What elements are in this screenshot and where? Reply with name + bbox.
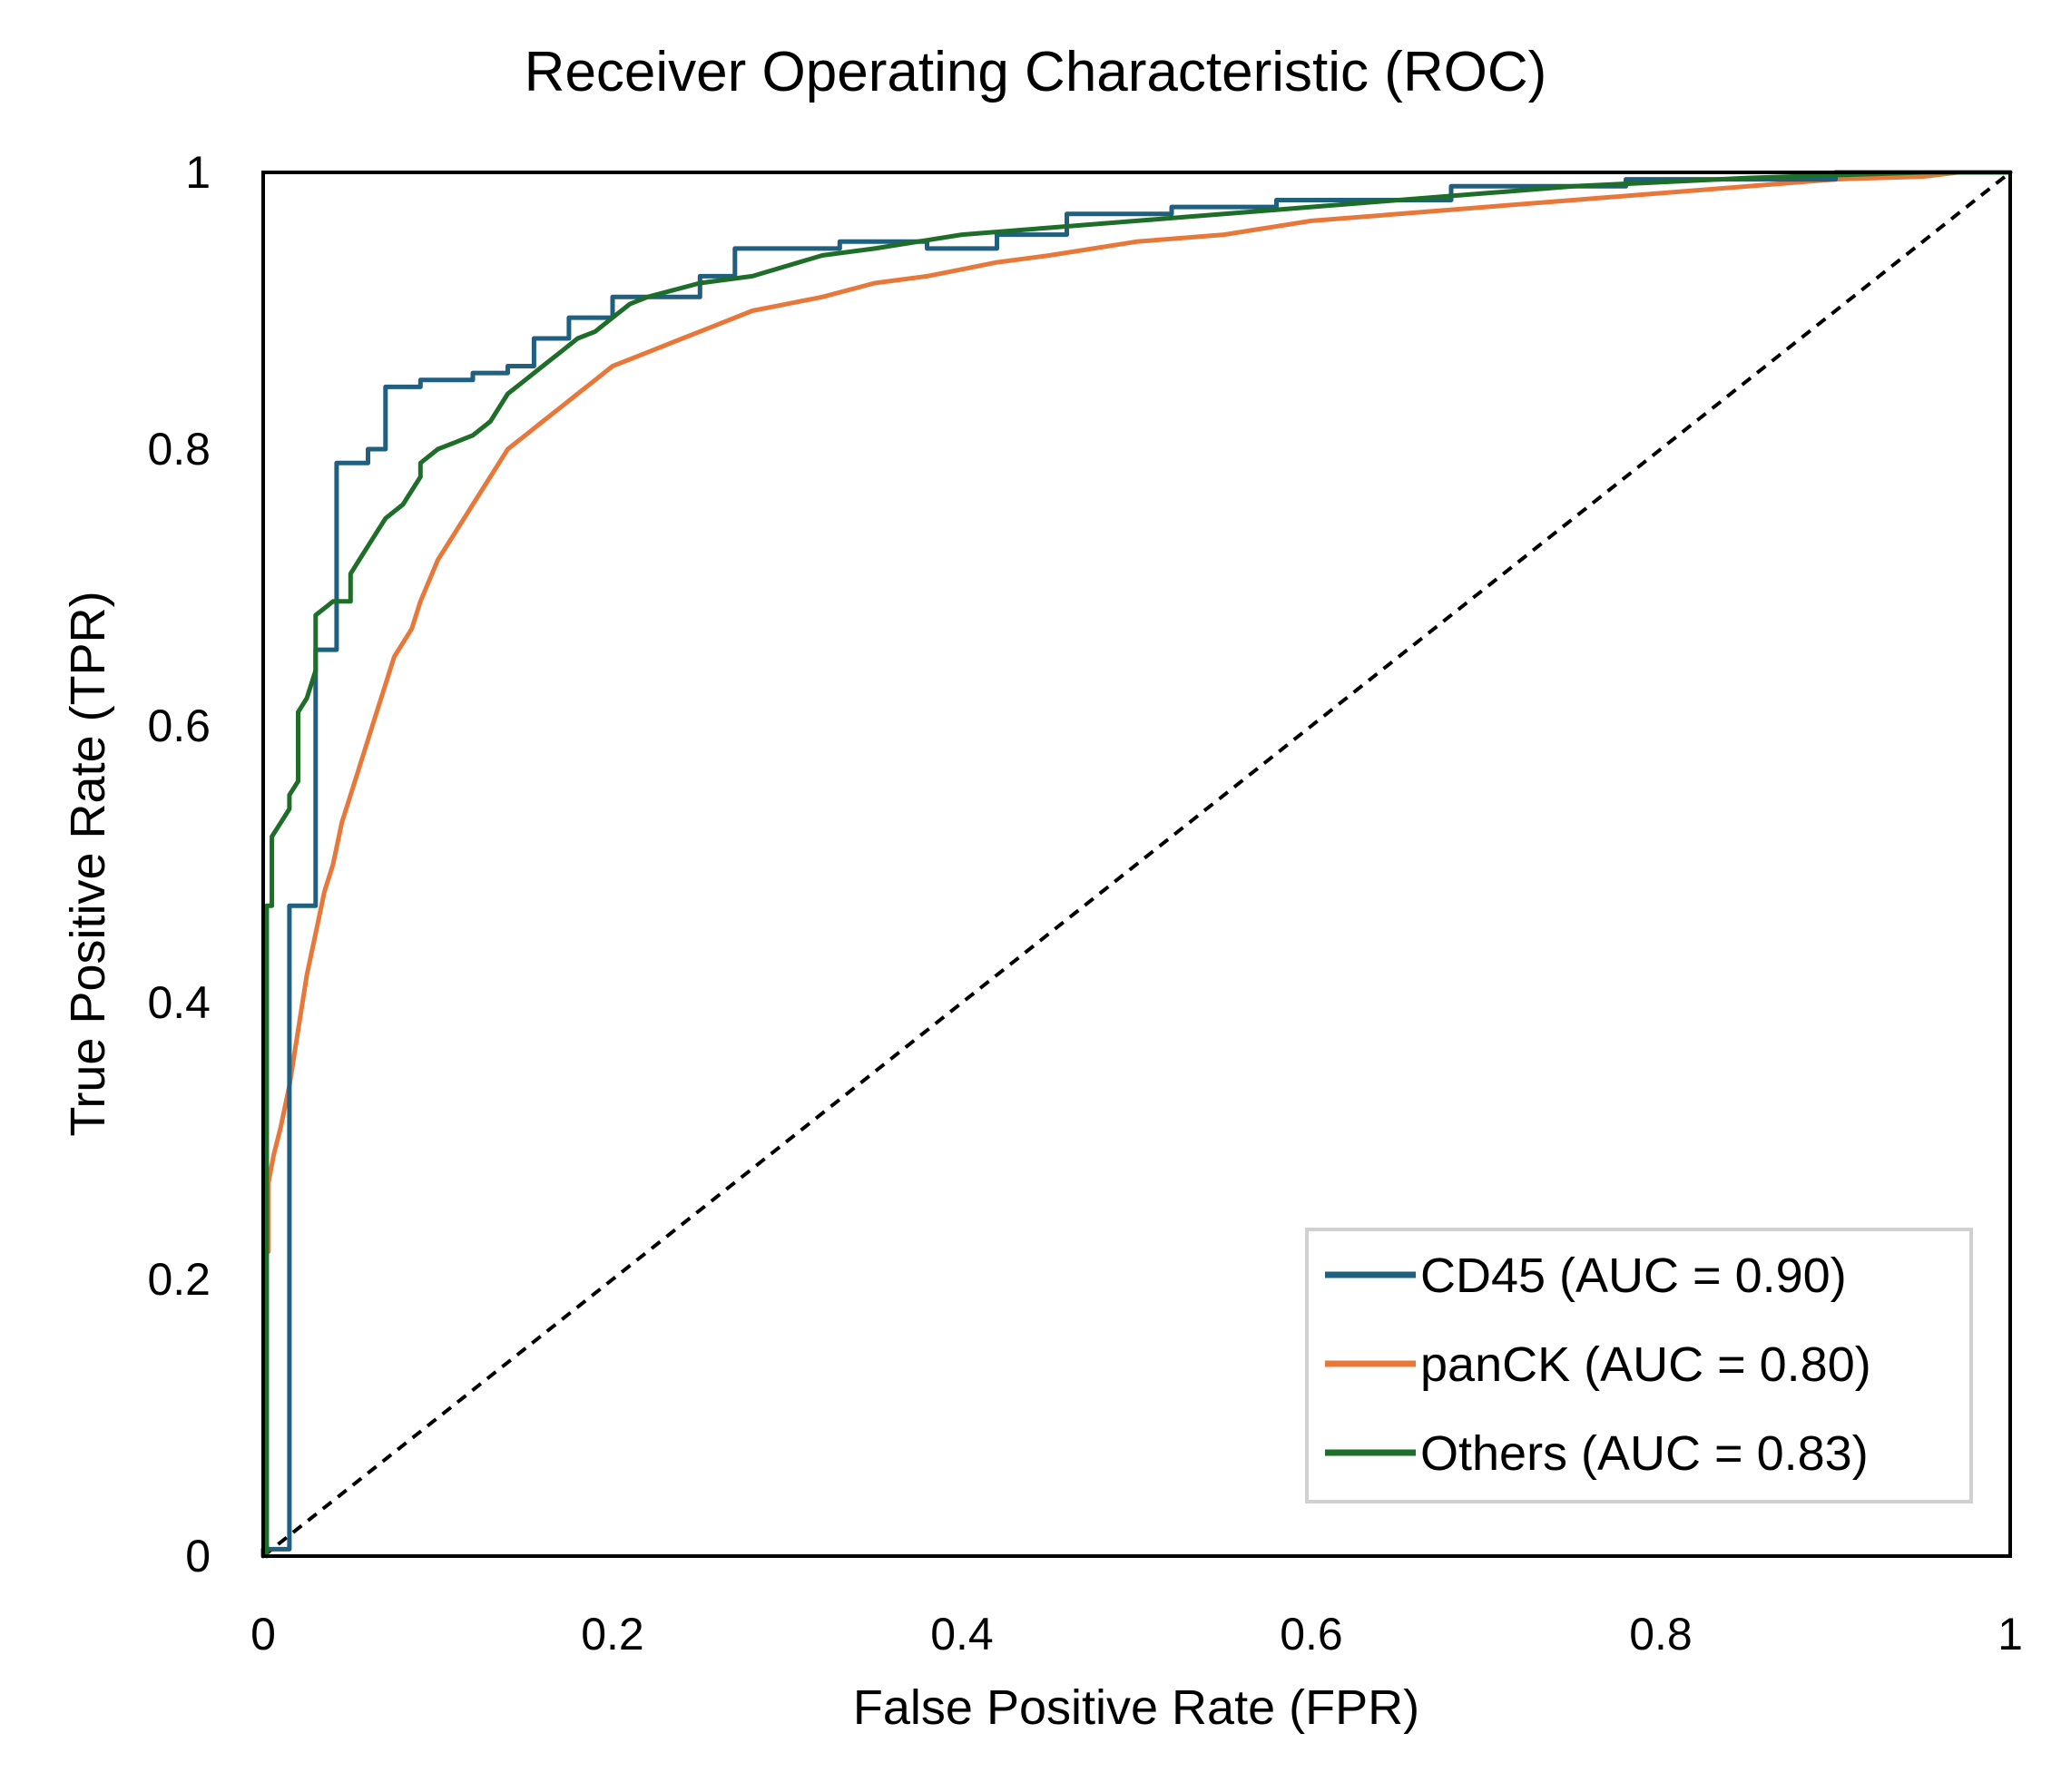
x-tick-label: 0.6 xyxy=(1280,1609,1343,1660)
x-axis-label: False Positive Rate (FPR) xyxy=(853,1680,1419,1735)
legend-entries: CD45 (AUC = 0.90) panCK (AUC = 0.80) Other… xyxy=(1325,1249,1871,1481)
y-tick-label: 0.6 xyxy=(147,700,211,751)
x-tick-label: 1 xyxy=(1997,1609,2023,1660)
legend-item: panCK (AUC = 0.80) xyxy=(1325,1337,1871,1392)
legend-label: Others (AUC = 0.83) xyxy=(1420,1426,1869,1481)
plot-frame xyxy=(261,171,2012,1558)
legend-item: CD45 (AUC = 0.90) xyxy=(1325,1249,1847,1303)
chart-title: Receiver Operating Characteristic (ROC) xyxy=(525,41,1547,103)
x-tick-label: 0 xyxy=(250,1609,276,1660)
y-tick-label: 0.8 xyxy=(147,424,211,475)
series-line-cd45 xyxy=(260,170,2013,1559)
series-line-panck xyxy=(266,170,2013,1254)
y-tick-label: 1 xyxy=(185,147,211,198)
chance-diagonal-line xyxy=(261,171,2012,1558)
x-tick-label: 0.4 xyxy=(930,1609,994,1660)
y-tick-label: 0.4 xyxy=(147,977,211,1028)
y-tick-label: 0.2 xyxy=(147,1254,211,1305)
legend-label: panCK (AUC = 0.80) xyxy=(1420,1337,1871,1392)
legend-label: CD45 (AUC = 0.90) xyxy=(1420,1249,1847,1303)
x-tick-label: 0.2 xyxy=(581,1609,644,1660)
x-tick-label: 0.8 xyxy=(1629,1609,1693,1660)
y-axis-label: True Positive Rate (TPR) xyxy=(61,591,115,1136)
y-tick-label: 0 xyxy=(185,1531,211,1581)
legend-box xyxy=(1305,1228,1973,1503)
legend-item: Others (AUC = 0.83) xyxy=(1325,1426,1869,1481)
reference-layer xyxy=(261,171,2012,1558)
series-layer xyxy=(260,170,2013,1559)
series-line-others xyxy=(264,170,2013,1559)
legend: CD45 (AUC = 0.90) panCK (AUC = 0.80) Other… xyxy=(1305,1228,1973,1503)
axis-ticks: 0 0.2 0.4 0.6 0.8 1 0 0.2 0.4 0.6 0.8 1 xyxy=(147,147,2022,1660)
